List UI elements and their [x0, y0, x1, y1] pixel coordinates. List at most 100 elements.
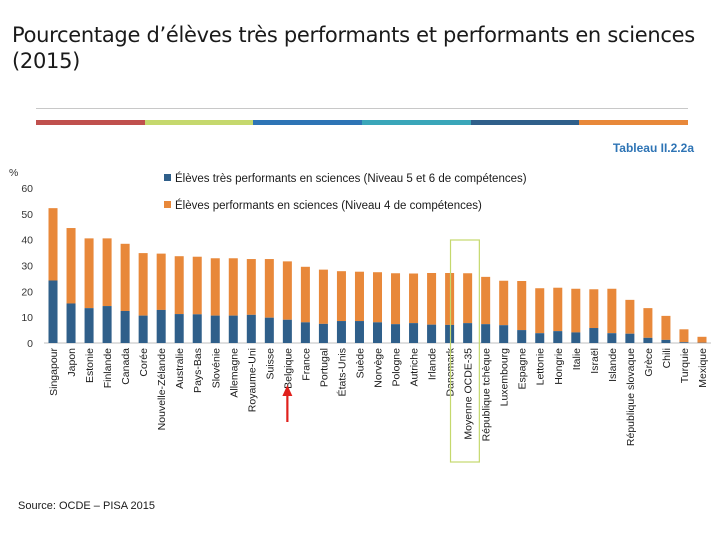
bar-strong-performers	[607, 288, 617, 334]
bar-top-performers	[336, 321, 346, 343]
category-label: République slovaque	[625, 348, 637, 446]
y-tick-label: 50	[21, 209, 33, 221]
legend-label-strong-performers: Élèves performants en sciences (Niveau 4…	[175, 199, 482, 212]
bar-top-performers	[282, 319, 292, 343]
bar-top-performers	[300, 322, 310, 343]
bar-top-performers	[679, 342, 689, 343]
category-label: Pologne	[391, 348, 403, 387]
bar-top-performers	[156, 309, 166, 343]
bar-strong-performers	[336, 271, 346, 322]
category-label: Japon	[66, 348, 78, 377]
category-label: Pays-Bas	[192, 348, 204, 393]
page-title: Pourcentage d’élèves très performants et…	[12, 23, 695, 73]
bar-top-performers	[499, 325, 509, 343]
category-label: Israël	[589, 348, 601, 374]
category-label: Finlande	[102, 348, 114, 388]
color-bar-segment	[362, 120, 471, 125]
category-label: Italie	[571, 348, 583, 370]
bar-strong-performers	[372, 272, 383, 323]
bar-strong-performers	[517, 281, 527, 331]
bar-strong-performers	[282, 261, 292, 320]
bar-strong-performers	[84, 238, 94, 309]
bar-strong-performers	[571, 288, 581, 333]
bar-top-performers	[102, 306, 112, 343]
category-label: Islande	[607, 348, 619, 382]
bar-strong-performers	[643, 308, 653, 338]
bar-strong-performers	[228, 258, 238, 316]
bar-strong-performers	[174, 256, 184, 315]
bar-strong-performers	[553, 287, 563, 332]
bar-strong-performers	[354, 271, 364, 322]
bar-strong-performers	[246, 259, 256, 315]
category-label: Turquie	[679, 348, 691, 383]
category-label: Portugal	[318, 348, 330, 387]
bar-strong-performers	[102, 238, 112, 307]
category-label: Allemagne	[228, 348, 240, 398]
bar-strong-performers	[264, 259, 274, 318]
category-label: Norvège	[373, 348, 385, 388]
legend-swatch-strong-performers	[164, 201, 171, 208]
bar-top-performers	[625, 333, 635, 343]
category-label: Corée	[138, 348, 150, 377]
color-bar-segment	[144, 120, 254, 125]
bar-strong-performers	[499, 280, 509, 326]
y-tick-label: 10	[21, 312, 33, 324]
bar-top-performers	[445, 324, 455, 343]
bar-strong-performers	[481, 276, 491, 325]
bar-top-performers	[517, 330, 527, 343]
category-label: Luxembourg	[499, 348, 511, 407]
bar-top-performers	[228, 315, 238, 343]
bar-top-performers	[535, 333, 545, 343]
category-label: Australie	[174, 348, 186, 389]
bar-top-performers	[409, 323, 419, 343]
category-label: Suède	[354, 348, 366, 379]
bar-strong-performers	[697, 336, 707, 343]
oecd-average-highlight-box	[449, 239, 480, 463]
source-note: Source: OCDE – PISA 2015	[18, 500, 155, 512]
category-label: Espagne	[517, 348, 529, 390]
category-label: Mexique	[697, 348, 709, 388]
bar-strong-performers	[66, 228, 76, 304]
bar-top-performers	[481, 324, 491, 343]
bar-top-performers	[427, 324, 437, 343]
bar-strong-performers	[210, 258, 220, 316]
y-axis-unit: %	[9, 167, 18, 179]
bar-top-performers	[643, 337, 653, 343]
bar-top-performers	[210, 315, 220, 343]
category-label: Hongrie	[553, 348, 565, 385]
bar-strong-performers	[156, 253, 166, 310]
bar-strong-performers	[589, 289, 599, 329]
bar-strong-performers	[679, 329, 689, 343]
bar-top-performers	[264, 317, 274, 343]
bar-top-performers	[120, 310, 130, 343]
category-label: Irlande	[427, 348, 439, 380]
bar-top-performers	[174, 314, 184, 343]
bar-strong-performers	[463, 273, 473, 324]
color-bar-segment	[470, 120, 580, 125]
category-label: Moyenne OCDE-35	[463, 348, 475, 440]
bar-strong-performers	[625, 299, 635, 334]
bar-strong-performers	[445, 272, 455, 325]
bar-strong-performers	[535, 288, 545, 334]
category-label: Suisse	[264, 348, 276, 380]
bar-strong-performers	[318, 269, 328, 324]
y-tick-label: 0	[27, 338, 33, 350]
bar-top-performers	[48, 280, 58, 343]
y-tick-label: 20	[21, 286, 33, 298]
bar-top-performers	[372, 322, 383, 343]
y-tick-label: 40	[21, 235, 33, 247]
divider	[36, 108, 688, 109]
bar-top-performers	[571, 332, 581, 343]
color-bar-segment	[579, 120, 689, 125]
category-label: France	[300, 348, 312, 381]
bar-top-performers	[661, 339, 671, 343]
bar-top-performers	[192, 314, 202, 343]
y-tick-label: 30	[21, 261, 33, 273]
bar-top-performers	[318, 323, 328, 343]
color-bar	[36, 120, 689, 125]
legend-label-top-performers: Élèves très performants en sciences (Niv…	[175, 172, 527, 185]
category-label: Singapour	[48, 348, 60, 396]
bar-strong-performers	[300, 266, 310, 323]
bar-strong-performers	[48, 208, 58, 281]
